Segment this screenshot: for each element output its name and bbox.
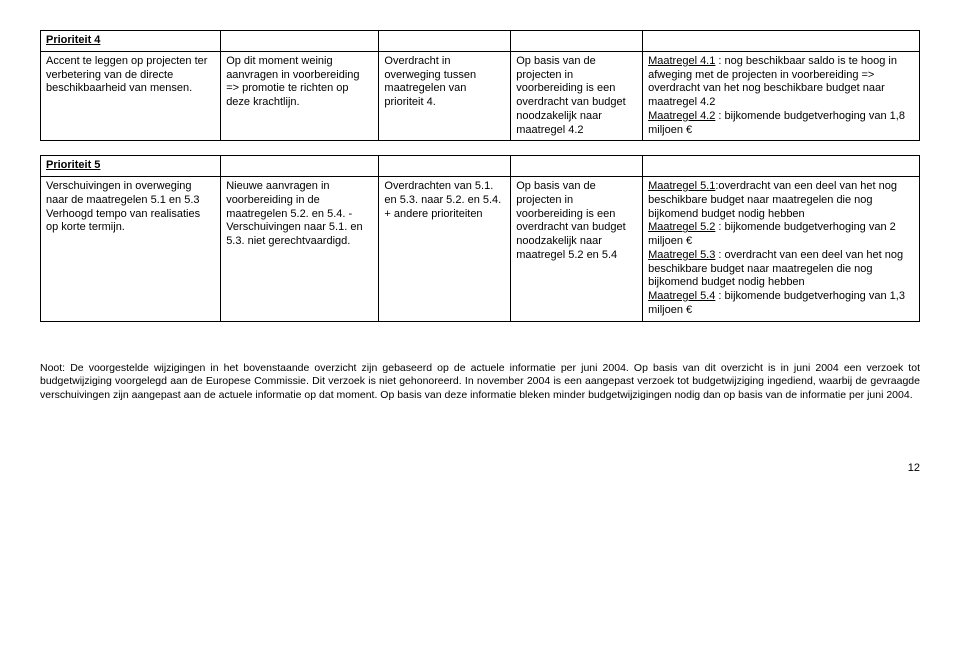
table-cell: Verschuivingen in overweging naar de maa… bbox=[41, 177, 221, 322]
table-row-header: Prioriteit 5 bbox=[41, 156, 920, 177]
empty-cell bbox=[643, 31, 920, 52]
footnote-text: Noot: De voorgestelde wijzigingen in het… bbox=[40, 362, 920, 403]
table-row: Accent te leggen op projecten ter verbet… bbox=[41, 51, 920, 141]
empty-cell bbox=[511, 156, 643, 177]
empty-cell bbox=[379, 156, 511, 177]
table-cell: Nieuwe aanvragen in voorbereiding in de … bbox=[221, 177, 379, 322]
empty-cell bbox=[643, 156, 920, 177]
table-cell: Op dit moment weinig aanvragen in voorbe… bbox=[221, 51, 379, 141]
empty-cell bbox=[511, 31, 643, 52]
table-row: Verschuivingen in overweging naar de maa… bbox=[41, 177, 920, 322]
table-cell: Op basis van de projecten in voorbereidi… bbox=[511, 177, 643, 322]
table-cell: Accent te leggen op projecten ter verbet… bbox=[41, 51, 221, 141]
empty-cell bbox=[221, 31, 379, 52]
table-prioriteit-4: Prioriteit 4 Accent te leggen op project… bbox=[40, 30, 920, 141]
empty-cell bbox=[379, 31, 511, 52]
table-cell: Overdracht in overweging tussen maatrege… bbox=[379, 51, 511, 141]
empty-cell bbox=[221, 156, 379, 177]
header-cell: Prioriteit 5 bbox=[41, 156, 221, 177]
table-cell: Maatregel 5.1:overdracht van een deel va… bbox=[643, 177, 920, 322]
table-cell: Maatregel 4.1 : nog beschikbaar saldo is… bbox=[643, 51, 920, 141]
table-prioriteit-5: Prioriteit 5 Verschuivingen in overwegin… bbox=[40, 155, 920, 321]
table-cell: Op basis van de projecten in voorbereidi… bbox=[511, 51, 643, 141]
header-cell: Prioriteit 4 bbox=[41, 31, 221, 52]
table-cell: Overdrachten van 5.1. en 5.3. naar 5.2. … bbox=[379, 177, 511, 322]
page-number: 12 bbox=[40, 462, 920, 474]
table-row-header: Prioriteit 4 bbox=[41, 31, 920, 52]
